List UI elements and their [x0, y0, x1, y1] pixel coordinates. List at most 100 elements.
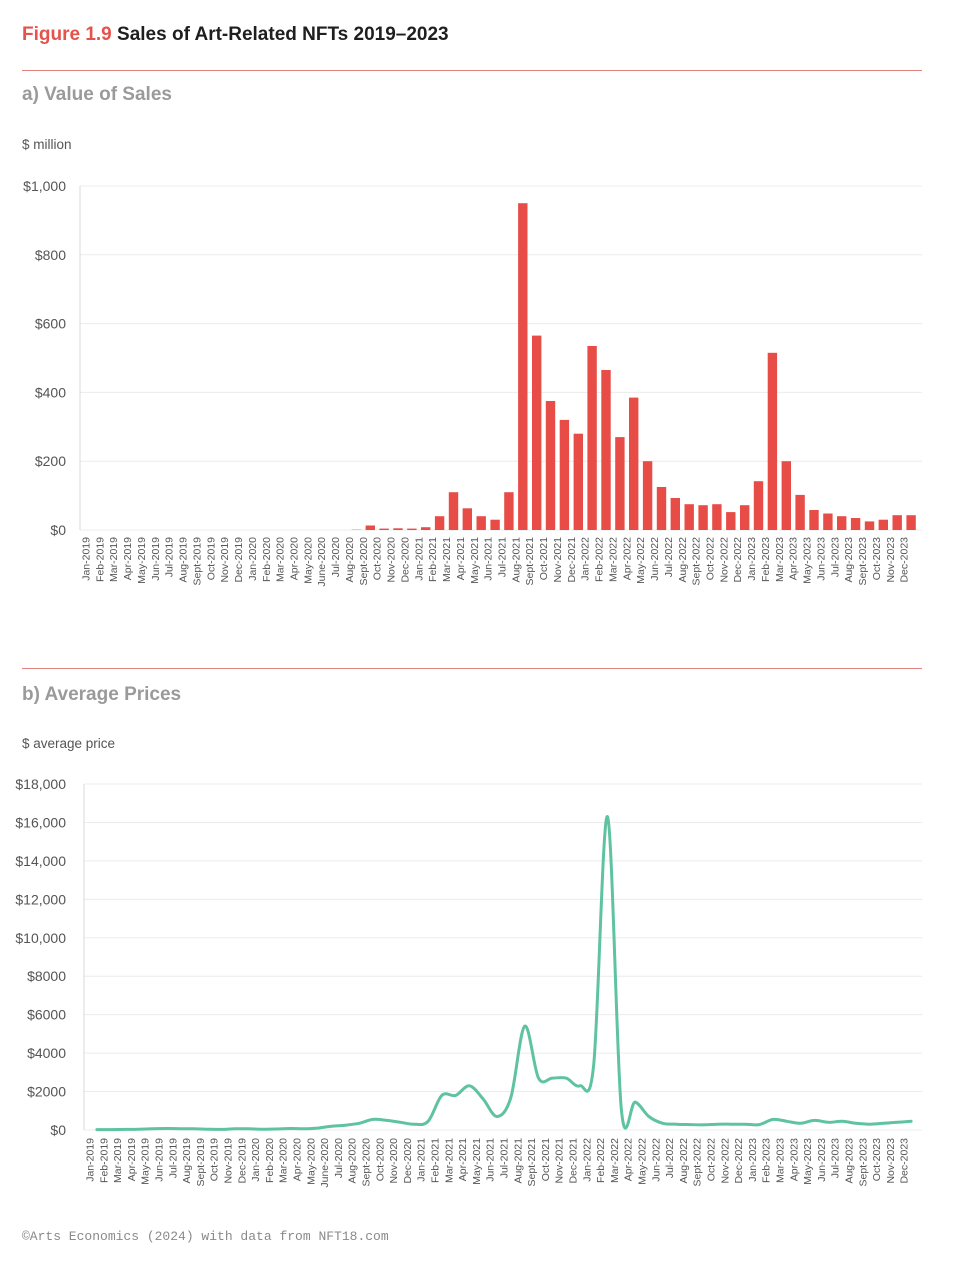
price-xtick-label: June-2020	[319, 1138, 331, 1188]
sales-xtick-label: Sept-2021	[524, 537, 536, 586]
average-price-point	[510, 1096, 513, 1099]
sales-bar	[906, 515, 916, 530]
average-price-point	[772, 1118, 775, 1121]
sales-xtick-label: Aug-2022	[677, 537, 689, 583]
average-price-point	[868, 1123, 871, 1126]
sales-bar	[421, 527, 431, 530]
price-xtick-label: Sept-2020	[361, 1138, 373, 1187]
price-ytick-label: $14,000	[15, 853, 66, 869]
sales-bar	[629, 397, 639, 530]
sales-xtick-label: Aug-2019	[178, 537, 190, 583]
sales-xtick-label: Oct-2020	[372, 537, 384, 580]
price-xtick-label: Jun-2019	[154, 1138, 166, 1182]
average-price-point	[496, 1115, 499, 1118]
sales-xtick-label: Apr-2022	[621, 537, 633, 580]
sales-xtick-label: Mar-2022	[607, 537, 619, 582]
sales-xtick-label: May-2019	[136, 537, 148, 584]
average-price-line	[95, 815, 913, 1132]
sales-bar	[753, 481, 764, 530]
sales-xtick-label: May-2021	[469, 537, 481, 584]
price-xtick-label: Mar-2021	[443, 1138, 455, 1183]
sales-xtick-label: Jan-2022	[580, 537, 592, 581]
sales-xtick-label: Jan-2019	[81, 537, 93, 581]
figure-number: Figure 1.9	[22, 24, 112, 45]
sales-xtick-label: Dec-2019	[233, 537, 245, 583]
price-xtick-label: Jun-2022	[650, 1138, 662, 1182]
price-ytick-label: $4000	[27, 1045, 66, 1061]
average-price-point	[344, 1124, 347, 1127]
average-price-point	[178, 1127, 181, 1130]
sales-bar	[615, 437, 625, 530]
price-xtick-label: May-2022	[637, 1138, 649, 1185]
average-price-point	[330, 1125, 333, 1128]
average-price-point	[427, 1120, 430, 1123]
price-xtick-label: Dec-2020	[402, 1138, 414, 1184]
sales-bar	[684, 504, 694, 530]
sales-xtick-label: Jan-2021	[413, 537, 425, 581]
average-price-point	[316, 1127, 319, 1130]
source-credit: ©Arts Economics (2024) with data from NF…	[22, 1229, 389, 1244]
average-price-point	[275, 1128, 278, 1131]
average-price-point	[910, 1120, 913, 1123]
average-price-point	[855, 1122, 858, 1125]
panel-a-unit-label: $ million	[22, 137, 72, 152]
price-ytick-label: $16,000	[15, 814, 66, 830]
average-price-point	[454, 1094, 457, 1097]
sales-bar	[434, 516, 445, 530]
sales-bar	[476, 516, 486, 530]
sales-xtick-label: Feb-2019	[94, 537, 106, 582]
sales-bar	[795, 494, 805, 530]
sales-xtick-label: Mar-2019	[108, 537, 120, 582]
price-xtick-label: Aug-2023	[844, 1138, 856, 1184]
average-price-point	[675, 1123, 678, 1126]
price-xtick-label: Dec-2022	[733, 1138, 745, 1184]
sales-xtick-label: Nov-2021	[552, 537, 564, 583]
price-xtick-label: Feb-2022	[595, 1138, 607, 1183]
price-xtick-label: Nov-2022	[719, 1138, 731, 1184]
price-ytick-label: $6000	[27, 1007, 66, 1023]
sales-xtick-label: Aug-2020	[344, 537, 356, 583]
sales-bar	[726, 512, 736, 530]
average-price-point	[523, 1025, 526, 1028]
average-price-point	[123, 1128, 126, 1131]
price-xtick-label: Jan-2020	[250, 1138, 262, 1182]
sales-xtick-label: Jun-2019	[150, 537, 162, 581]
price-xtick-label: Jul-2020	[333, 1138, 345, 1178]
sales-xtick-label: Nov-2023	[885, 537, 897, 583]
sales-xtick-label: Aug-2023	[843, 537, 855, 583]
sales-xtick-label: Nov-2020	[386, 537, 398, 583]
sales-bar	[365, 525, 375, 530]
price-xtick-label: Sept-2022	[692, 1138, 704, 1187]
average-price-point	[234, 1127, 237, 1130]
panel-divider	[22, 668, 922, 669]
sales-xtick-label: Dec-2023	[899, 537, 911, 583]
average-price-point	[261, 1128, 264, 1131]
price-xtick-label: Jun-2021	[485, 1138, 497, 1182]
price-ytick-label: $18,000	[15, 776, 66, 792]
sales-bar	[518, 203, 528, 530]
average-price-point	[620, 1108, 623, 1111]
sales-bar	[878, 519, 888, 530]
average-price-point	[634, 1101, 637, 1104]
sales-xtick-label: Oct-2022	[705, 537, 717, 580]
sales-bar	[837, 516, 847, 530]
average-price-point	[717, 1123, 720, 1126]
price-xtick-label: Mar-2019	[112, 1138, 124, 1183]
sales-bar	[670, 498, 680, 530]
price-xtick-label: May-2019	[140, 1138, 152, 1185]
sales-xtick-label: Jun-2023	[815, 537, 827, 581]
average-price-point	[744, 1123, 747, 1126]
figure-title-text: Sales of Art-Related NFTs 2019–2023	[117, 24, 449, 45]
average-price-point	[841, 1120, 844, 1123]
price-xtick-label: Feb-2019	[98, 1138, 110, 1183]
price-xtick-label: Feb-2023	[761, 1138, 773, 1183]
price-xtick-label: Apr-2020	[292, 1138, 304, 1181]
price-ytick-label: $2000	[27, 1084, 66, 1100]
sales-bar	[712, 504, 722, 530]
price-xtick-label: Sept-2019	[195, 1138, 207, 1187]
average-price-point	[703, 1123, 706, 1126]
average-price-point	[896, 1121, 899, 1124]
sales-bar	[781, 461, 791, 530]
price-xtick-label: Aug-2020	[347, 1138, 359, 1184]
price-xtick-label: Nov-2020	[388, 1138, 400, 1184]
